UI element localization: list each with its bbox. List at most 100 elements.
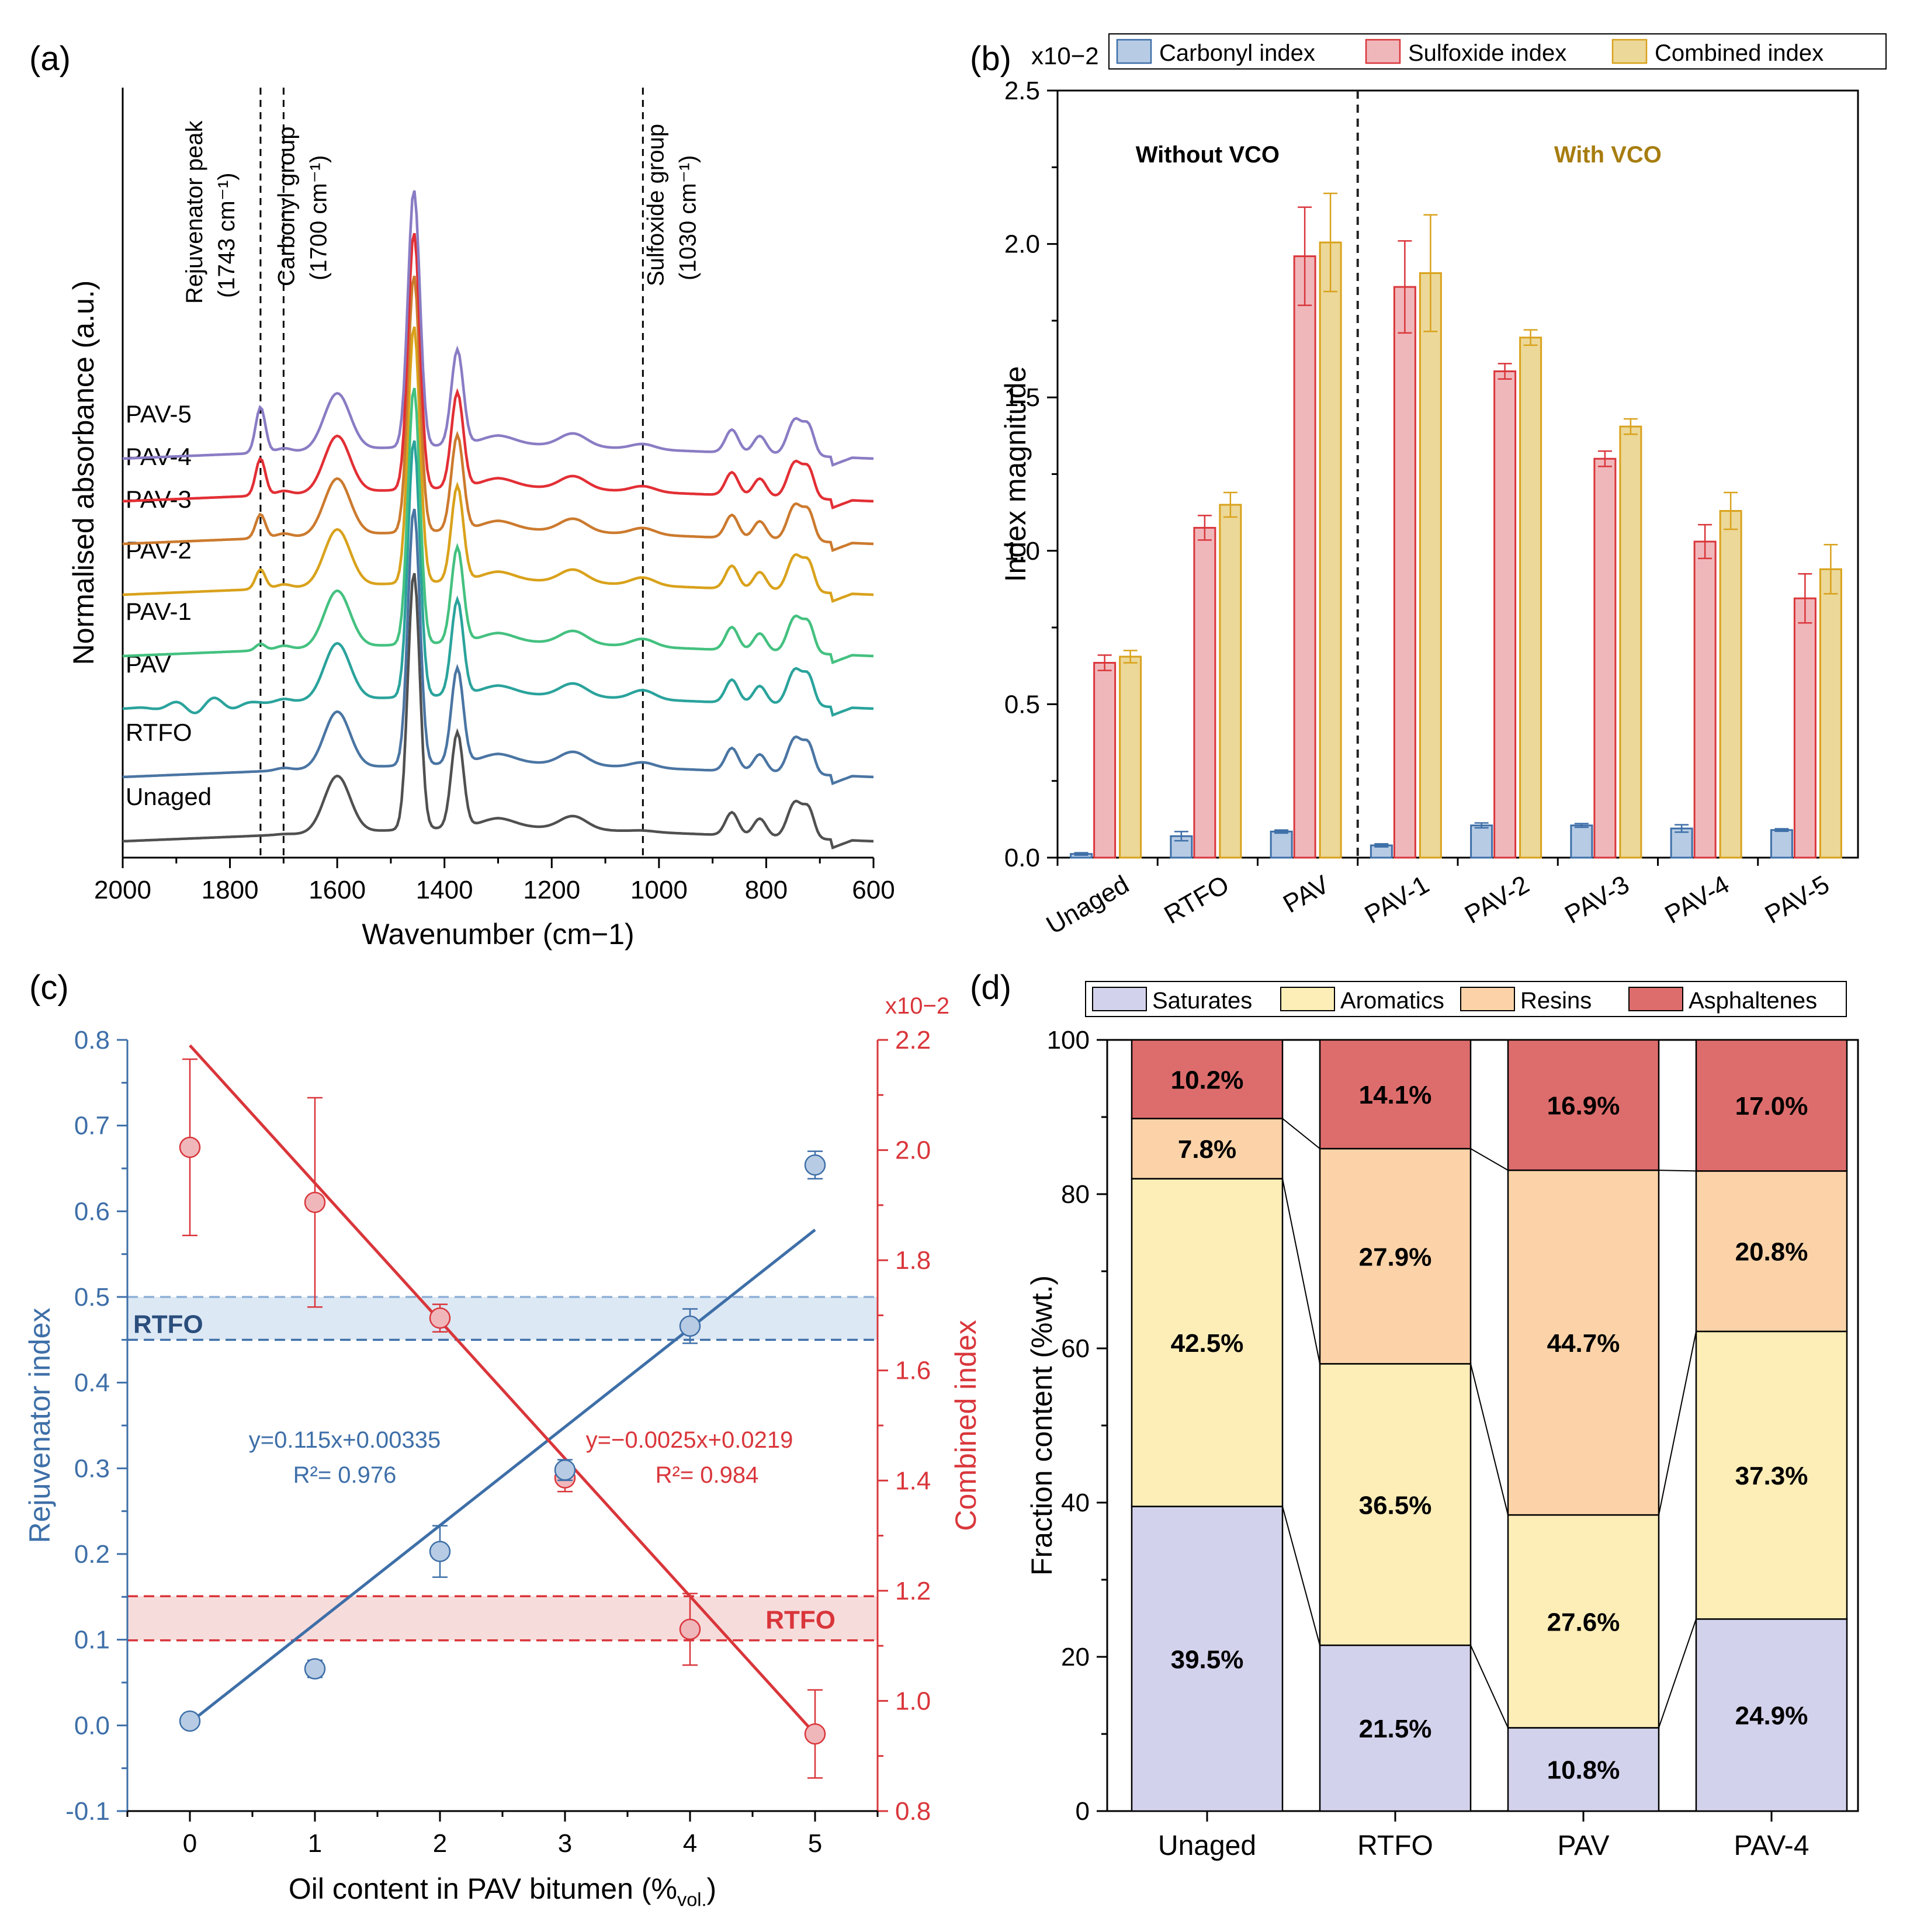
x-tick-label: Unaged	[1158, 1830, 1256, 1861]
y-right-tick-label: 2.0	[895, 1136, 931, 1165]
x-tick-label: 3	[558, 1829, 572, 1858]
legend-box	[1108, 33, 1887, 70]
connector-line	[1658, 1331, 1697, 1515]
x-tick-label: 0	[183, 1829, 197, 1858]
segment-value-label: 10.8%	[1547, 1756, 1620, 1785]
x-tick-label: 800	[745, 876, 788, 904]
segment-value-label: 20.8%	[1735, 1238, 1808, 1267]
connector-line	[1658, 1170, 1697, 1172]
rtfo-band-label-red: RTFO	[765, 1605, 836, 1634]
combined-point	[429, 1307, 451, 1329]
segment-value-label: 16.9%	[1547, 1092, 1620, 1121]
y-tick-label: 1.0	[1004, 537, 1040, 566]
bar-carbonyl-index	[1570, 824, 1593, 859]
x-tick-label: Unaged	[1042, 870, 1134, 940]
y-right-tick-label: 1.4	[895, 1466, 931, 1495]
y-tick-label: 1.5	[1004, 383, 1040, 412]
fit-line-rejuvenator	[189, 1229, 816, 1724]
legend-swatch	[1611, 39, 1648, 64]
segment-value-label: 44.7%	[1547, 1329, 1620, 1358]
bar-sulfoxide-index	[1793, 597, 1817, 859]
group-label-without-vco: Without VCO	[1136, 142, 1280, 168]
y-right-tick-label: 1.0	[895, 1687, 931, 1715]
legend-label: Carbonyl index	[1159, 40, 1315, 66]
r2-combined: R²= 0.984	[656, 1462, 759, 1488]
group-label-with-vco: With VCO	[1554, 142, 1662, 168]
y-right-axis-title: Combined index	[949, 1320, 982, 1531]
y-tick-label: 60	[1061, 1334, 1090, 1363]
x-tick-label: PAV-2	[1460, 870, 1534, 929]
y-left-tick-label: 0.2	[74, 1540, 110, 1569]
y-tick-label: 2.0	[1004, 230, 1040, 259]
x-tick-label: PAV	[1558, 1830, 1610, 1861]
bar-sulfoxide-index	[1493, 370, 1517, 859]
bar-combined-index	[1119, 655, 1142, 859]
rtfo-band-rejuvenator	[127, 1297, 878, 1340]
y-left-tick-label: 0.3	[74, 1454, 110, 1483]
bar-sulfoxide-index	[1393, 286, 1416, 859]
rejuvenator-point	[679, 1315, 701, 1337]
rejuvenator-point	[179, 1710, 201, 1732]
x-tick-label: 1	[308, 1829, 322, 1858]
y-tick-label: 100	[1047, 1026, 1090, 1055]
rejuvenator-point	[554, 1459, 576, 1481]
x-tick-label: 5	[808, 1829, 822, 1858]
bar-combined-index	[1819, 568, 1842, 859]
x-tick-label: 1200	[523, 876, 580, 904]
series-label: RTFO	[126, 719, 192, 746]
x-axis-title: Wavenumber (cm−1)	[362, 918, 634, 951]
segment-value-label: 14.1%	[1359, 1081, 1432, 1109]
stack-segment-asphaltenes	[1131, 1039, 1284, 1119]
legend-label: Aromatics	[1340, 988, 1444, 1014]
panel-label-b: (b)	[970, 40, 1011, 78]
x-tick-label: PAV-1	[1360, 870, 1434, 929]
connector-line	[1282, 1178, 1320, 1364]
bar-sulfoxide-index	[1293, 255, 1316, 859]
y-right-tick-label: 1.8	[895, 1246, 931, 1275]
bar-combined-index	[1219, 504, 1242, 859]
y-right-tick-label: 2.2	[895, 1026, 931, 1055]
connector-line	[1470, 1148, 1509, 1171]
fit-line-combined	[189, 1044, 816, 1735]
legend-label: Sulfoxide index	[1408, 40, 1566, 66]
segment-value-label: 39.5%	[1171, 1645, 1244, 1674]
segment-value-label: 7.8%	[1178, 1135, 1236, 1164]
stack-segment-resins	[1695, 1170, 1848, 1333]
y-tick-label: 2.5	[1004, 77, 1040, 105]
combined-point	[804, 1723, 826, 1745]
legend-label: Combined index	[1655, 40, 1824, 66]
stack-segment-saturates	[1319, 1644, 1472, 1812]
x-tick-label: 1400	[416, 876, 473, 904]
legend-label: Resins	[1520, 988, 1592, 1014]
rejuvenator-point	[804, 1154, 826, 1176]
annotation-label: Rejuvenator peak	[182, 120, 207, 304]
y-left-tick-label: 0.8	[74, 1026, 110, 1055]
bar-carbonyl-index	[1670, 827, 1693, 859]
segment-value-label: 42.5%	[1171, 1329, 1244, 1358]
stack-segment-asphaltenes	[1507, 1039, 1660, 1171]
y-right-tick-label: 0.8	[895, 1797, 931, 1826]
combined-point	[304, 1191, 326, 1213]
y-left-tick-label: 0.6	[74, 1197, 110, 1226]
x-tick-label: 4	[683, 1829, 697, 1858]
rejuvenator-point	[304, 1658, 326, 1680]
segment-value-label: 17.0%	[1735, 1092, 1808, 1121]
combined-point	[179, 1136, 201, 1158]
segment-value-label: 37.3%	[1735, 1462, 1808, 1490]
spectrum-line-rtfo	[122, 508, 874, 785]
legend: Saturates Aromatics Resins Asphaltenes	[1085, 981, 1847, 1017]
y-left-tick-label: -0.1	[65, 1797, 110, 1826]
stack-segment-saturates	[1507, 1727, 1660, 1812]
y-tick-label: 80	[1061, 1180, 1090, 1209]
annotation-label: Sulfoxide group	[643, 124, 668, 286]
legend-label: Asphaltenes	[1689, 988, 1817, 1014]
y-tick-label: 0.0	[1004, 844, 1040, 872]
stack-segment-aromatics	[1131, 1178, 1284, 1507]
annotation-label: Carbonyl group	[273, 127, 299, 287]
legend-swatch	[1116, 39, 1152, 64]
y-left-tick-label: 0.4	[74, 1369, 110, 1397]
y-left-tick-label: 0.0	[74, 1711, 110, 1740]
legend-swatch	[1365, 39, 1401, 64]
bar-carbonyl-index	[1470, 824, 1493, 859]
x-tick-label: PAV-3	[1560, 870, 1634, 929]
